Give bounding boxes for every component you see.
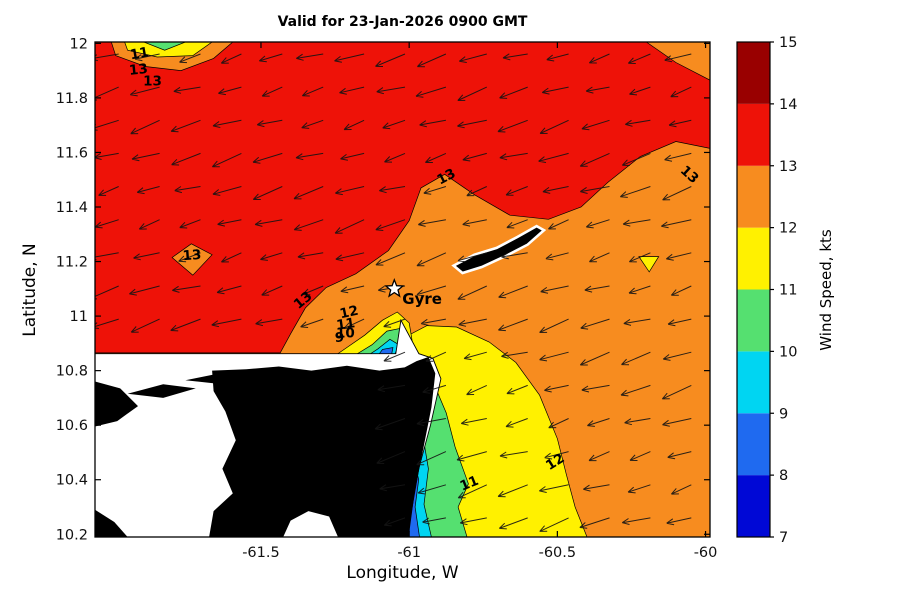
region-topleft-green [143,42,186,51]
region-orange-patch-left [171,243,213,276]
contour-label: 13 [128,61,148,79]
colorbar-tick-label: 8 [779,468,788,484]
land-bocas-island-1 [185,373,254,385]
contour-label: 12 [338,303,360,323]
contour-label: 10 [336,325,355,341]
colorbar-tick-label: 10 [779,344,797,360]
contour-label: 9 [335,330,344,346]
y-tick-label: 10.6 [56,418,88,434]
x-tick-label: -60 [694,545,718,561]
y-tick-label: 11.4 [56,200,88,216]
contour-label: 9 [414,401,432,414]
contour-label: 11 [458,473,481,495]
gyre-label: Gyre [402,290,442,308]
colorbar-segment [737,42,770,104]
y-tick-label: 11.2 [56,255,88,271]
colorbar-segment [737,227,770,290]
contour-label: 13 [182,247,202,264]
contour-label: 13 [143,74,162,90]
wind-arrows [95,53,692,532]
colorbar-tick-label: 13 [779,159,797,175]
colorbar-segment [737,475,770,538]
gyre-marker: Gyre [384,277,442,308]
contour-label: 11 [129,44,150,63]
region-red-main [95,42,710,354]
land-bocas-island-2 [127,384,196,398]
colorbar-segment [737,351,770,414]
y-tick-label: 12 [70,36,88,52]
land-coast-corner [95,509,128,537]
colorbar-segment [737,165,770,228]
x-tick-label: -61 [397,545,421,561]
x-tick-label: -60.5 [539,545,577,561]
land-trinidad [209,357,436,537]
colorbar-tick-label: 12 [779,221,797,237]
colorbar-tick-label: 14 [779,97,797,113]
contour-label: 13 [434,165,458,188]
x-tick-label: -61.5 [242,545,280,561]
colorbar-tick-label: 9 [779,406,788,422]
colorbar: 7 8 9 10 11 12 13 14 15 [736,35,797,546]
region-topleft-yellow [124,42,213,58]
contour-label: 11 [335,315,356,333]
colorbar-segment [737,103,770,166]
colorbar-tick-label: 11 [779,283,797,299]
axes: -61.5 -61 -60.5 -60 10.2 10.4 10.6 10.8 11 11.2 11… [56,36,718,561]
y-axis-label: Latitude, N [20,243,40,337]
colorbar-tick-label: 7 [779,530,788,546]
colorbar-tick-label: 15 [779,35,797,51]
colorbar-segment [737,413,770,476]
land-tobago [451,224,547,275]
y-tick-label: 10.8 [56,364,88,380]
y-tick-label: 11.6 [56,145,88,161]
colorbar-segment [737,289,770,352]
y-tick-label: 10.4 [56,473,88,489]
colorbar-label: Wind Speed, kts [817,229,835,351]
land-paria-peninsula [95,381,138,427]
region-yellow-notch-east [638,256,660,273]
figure-title: Valid for 23-Jan-2026 0900 GMT [277,14,528,30]
x-axis-label: Longitude, W [346,563,459,583]
star-icon [384,277,405,298]
y-tick-label: 11 [70,309,88,325]
land-masses [95,224,547,537]
y-tick-label: 11.8 [56,91,88,107]
y-tick-label: 10.2 [56,527,88,543]
